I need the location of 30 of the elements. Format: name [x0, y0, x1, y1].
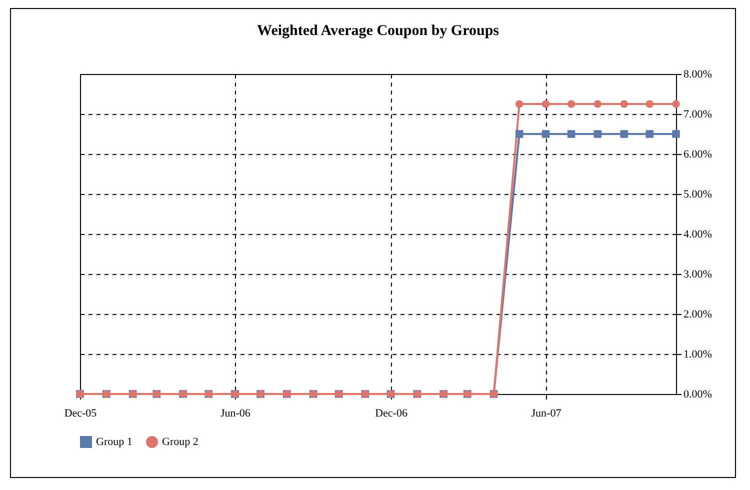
- point: [567, 100, 576, 108]
- point: [594, 130, 602, 138]
- point: [542, 130, 550, 138]
- point: [567, 130, 576, 138]
- chart-title: Weighted Average Coupon by Groups: [257, 23, 500, 39]
- point: [620, 130, 628, 138]
- legend-label: Group 1: [96, 436, 132, 448]
- y-tick-label: 8.00%: [684, 68, 712, 80]
- y-tick-label: 3.00%: [684, 268, 712, 280]
- point: [646, 100, 654, 108]
- point: [515, 100, 524, 108]
- y-tick-label: 1.00%: [684, 348, 712, 360]
- y-tick-label: 2.00%: [684, 308, 712, 320]
- point: [594, 100, 602, 108]
- x-tick-label: Dec-05: [64, 408, 98, 420]
- y-tick-label: 6.00%: [684, 148, 712, 160]
- y-tick-label: 5.00%: [684, 188, 712, 200]
- point: [672, 100, 680, 108]
- point: [672, 130, 680, 138]
- x-tick-label: Jun-06: [220, 408, 251, 420]
- point: [542, 100, 550, 108]
- point: [620, 100, 628, 108]
- y-tick-label: 0.00%: [684, 388, 712, 400]
- legend-label: Group 2: [162, 436, 198, 448]
- x-tick-label: Dec-06: [375, 408, 408, 420]
- x-tick-label: Jun-07: [531, 408, 562, 420]
- point: [515, 130, 524, 138]
- y-tick-label: 4.00%: [684, 228, 712, 240]
- y-tick-label: 7.00%: [684, 108, 712, 120]
- point: [646, 130, 654, 138]
